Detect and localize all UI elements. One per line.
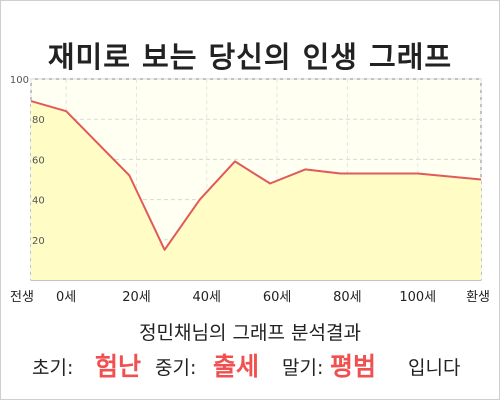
y-tick-label: 100 [10, 75, 29, 86]
series-area [31, 101, 481, 280]
series-line [30, 100, 482, 251]
late-label: 말기: [282, 357, 324, 379]
y-tick-label: 40 [32, 196, 45, 207]
result-subtitle: 정민채님의 그래프 분석결과 [139, 322, 361, 344]
x-axis: 전생 0세 20세 40세 60세 80세 100세 환생 [10, 290, 490, 305]
late-value: 평범 [330, 352, 377, 381]
x-tick-label: 60세 [263, 290, 292, 305]
x-tick-label: 0세 [56, 290, 76, 305]
result-summary: 초기: 험난 중기: 출세 말기: 평범 입니다 [0, 343, 500, 383]
x-tick-label: 환생 [466, 290, 490, 305]
x-tick-label: 전생 [10, 290, 34, 305]
middle-label: 중기: [155, 357, 197, 379]
early-label: 초기: [32, 357, 74, 379]
x-tick-label: 100세 [399, 290, 436, 305]
x-tick-label: 80세 [333, 290, 362, 305]
y-tick-label: 60 [32, 155, 45, 166]
page-title: 재미로 보는 당신의 인생 그래프 [47, 40, 453, 74]
y-tick-label: 20 [32, 236, 45, 247]
result-ending: 입니다 [408, 357, 461, 379]
y-axis: 100 80 60 40 20 [10, 75, 45, 247]
middle-value: 출세 [213, 352, 260, 381]
early-value: 험난 [95, 352, 142, 381]
y-tick-label: 80 [32, 115, 45, 126]
x-tick-label: 40세 [193, 290, 222, 305]
x-tick-label: 20세 [122, 290, 151, 305]
